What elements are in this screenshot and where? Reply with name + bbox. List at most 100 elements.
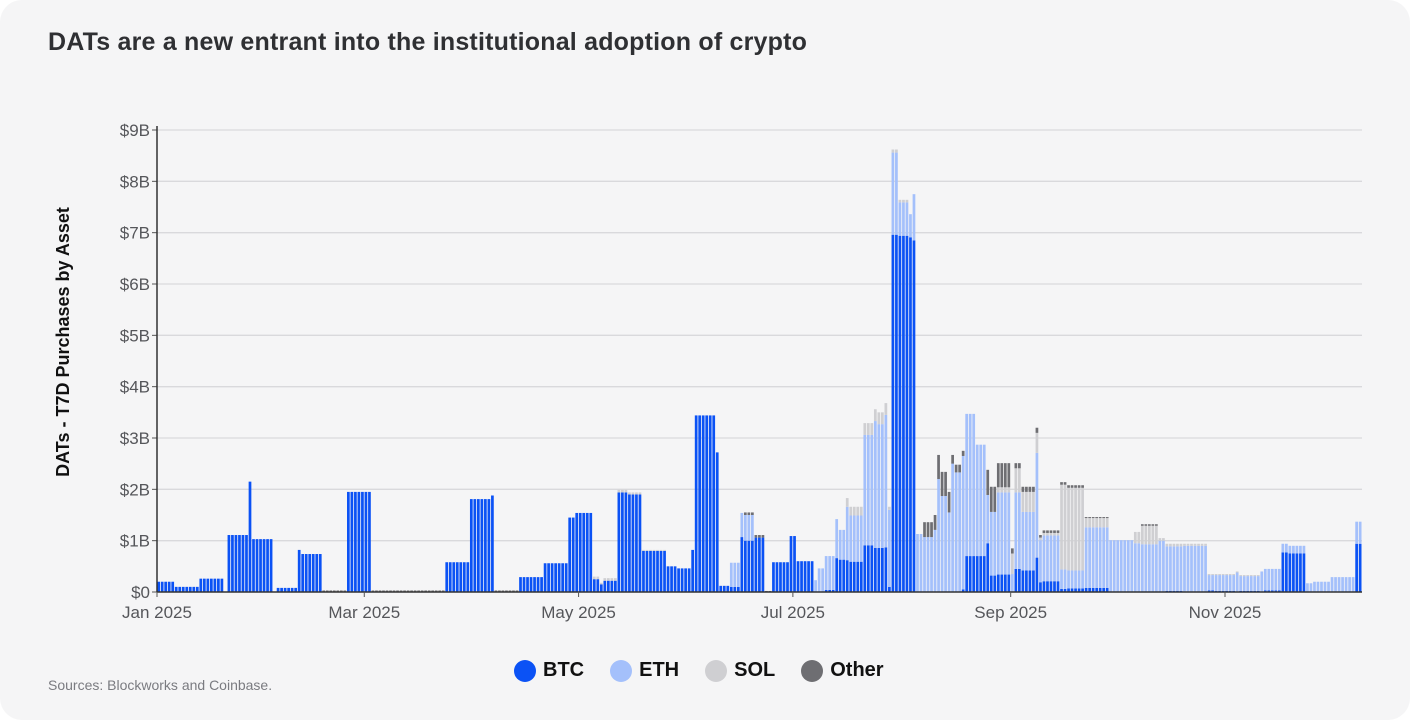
bar-eth [898, 202, 902, 236]
bar-btc [905, 235, 909, 592]
bar-other [325, 590, 329, 592]
bar-btc [736, 586, 740, 592]
bar-eth [1200, 545, 1204, 592]
bar-eth [919, 533, 923, 592]
bar-btc [1281, 552, 1285, 592]
bar-btc [462, 562, 466, 592]
bar-btc [192, 586, 196, 592]
bar-eth [1151, 544, 1155, 592]
bar-other [923, 522, 926, 538]
bar-eth [989, 511, 993, 576]
bar-eth [884, 414, 888, 548]
bar-btc [445, 562, 449, 592]
bar-eth [814, 580, 817, 592]
bar-sol [663, 549, 666, 551]
bar-other [944, 471, 947, 497]
bar-btc [1028, 570, 1032, 592]
bar-other [1067, 485, 1070, 488]
bar-other [494, 590, 498, 592]
bar-sol [895, 149, 898, 153]
bar-btc [589, 512, 593, 592]
bar-btc [1299, 553, 1302, 592]
bar-eth [1190, 545, 1193, 592]
x-tick-label: May 2025 [541, 603, 616, 622]
bar-other [512, 590, 515, 592]
bar-eth [1098, 527, 1102, 588]
bar-sol [849, 506, 853, 516]
bar-eth [1186, 545, 1190, 592]
bar-other [515, 590, 519, 592]
bar-sol [1060, 484, 1063, 570]
bar-other [1155, 524, 1158, 526]
bar-btc [722, 585, 726, 592]
bar-btc [252, 539, 255, 592]
bar-sol [606, 578, 610, 581]
bar-btc [835, 558, 839, 592]
bar-btc [592, 579, 596, 592]
bar-btc [269, 539, 273, 592]
bar-btc [1207, 590, 1211, 592]
bar-sol [1077, 487, 1081, 571]
bar-eth [912, 194, 916, 241]
bar-btc [638, 494, 642, 592]
bar-other [375, 590, 378, 592]
bar-eth [1348, 577, 1351, 592]
bar-other [743, 512, 747, 515]
bar-btc [729, 586, 733, 592]
bar-btc [740, 537, 744, 592]
bar-btc [1263, 590, 1267, 592]
bar-sol [652, 549, 656, 551]
y-tick-label: $3B [120, 429, 150, 448]
bar-other [339, 590, 343, 592]
bar-eth [1323, 581, 1327, 592]
bar-eth [951, 463, 954, 592]
y-tick-label: $7B [120, 224, 150, 243]
bar-eth [1341, 577, 1344, 592]
bar-btc [164, 581, 168, 592]
bar-other [322, 590, 326, 592]
bar-other [441, 590, 445, 592]
bar-eth [1095, 527, 1099, 588]
bar-eth [831, 556, 835, 590]
bar-sol [1246, 575, 1250, 577]
bar-eth [905, 202, 909, 236]
bar-other [1102, 517, 1106, 519]
bar-eth [965, 413, 969, 557]
bar-btc [873, 547, 877, 592]
bar-sol [1162, 538, 1165, 541]
bar-eth [1162, 540, 1165, 592]
bar-eth [1003, 492, 1007, 575]
bar-sol [1063, 484, 1067, 570]
bar-other [438, 590, 442, 592]
bar-btc [220, 578, 224, 592]
bar-other [424, 590, 428, 592]
bar-eth [1211, 575, 1214, 591]
bar-sol [888, 506, 891, 510]
bar-btc [888, 586, 891, 592]
bar-sol [1172, 543, 1176, 547]
bar-btc [614, 580, 617, 592]
bar-other [1046, 530, 1049, 533]
bar-other [329, 590, 333, 592]
bar-eth [902, 202, 905, 236]
bar-btc [533, 577, 536, 592]
bar-eth [866, 434, 870, 546]
bar-eth [1183, 545, 1186, 592]
bar-other [343, 590, 347, 592]
bar-sol [1144, 525, 1148, 545]
bar-eth [824, 556, 828, 590]
bar-btc [301, 554, 305, 592]
bar-btc [452, 562, 456, 592]
bar-sol [898, 199, 902, 203]
bar-btc [912, 240, 916, 592]
y-tick-label: $9B [120, 121, 150, 140]
bar-other [427, 590, 431, 592]
bar-eth [1344, 577, 1348, 592]
bar-sol [881, 412, 884, 425]
bar-other [1028, 486, 1032, 492]
bar-eth [909, 214, 912, 238]
y-tick-label: $1B [120, 532, 150, 551]
bar-eth [1313, 581, 1316, 592]
bar-btc [466, 562, 470, 592]
